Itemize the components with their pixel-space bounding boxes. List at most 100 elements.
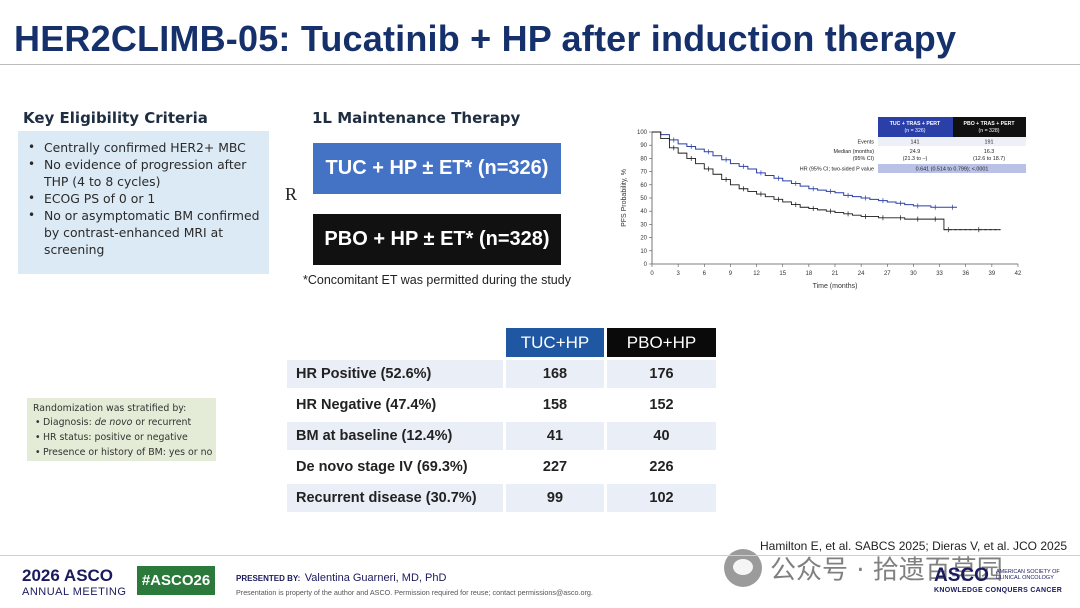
meeting-logo-sub: ANNUAL MEETING (22, 586, 127, 598)
km-y-label: PFS Probability, % (621, 169, 628, 227)
meeting-logo: 2026 ASCO ANNUAL MEETING (22, 566, 126, 598)
stratification-item-suffix: or recurrent (132, 417, 192, 428)
km-x-tick-label: 12 (753, 271, 760, 277)
stratification-item: HR status: positive or negative (35, 430, 216, 445)
stratification-item: Presence or history of BM: yes or no (35, 445, 216, 460)
et-footnote: *Concomitant ET was permitted during the… (303, 273, 571, 287)
stratification-title: Randomization was stratified by: (33, 403, 187, 414)
asco-wordmark: ASCO (934, 565, 989, 586)
km-y-axis: 0 10 20 30 40 50 60 70 80 90 100 PFS Probability, … (621, 130, 653, 268)
row-tuc-value: 158 (506, 391, 604, 419)
row-label: HR Positive (52.6%) (287, 360, 503, 388)
km-y-tick-label: 40 (640, 209, 647, 215)
km-y-tick-label: 70 (640, 170, 647, 176)
header-pbo-hp: PBO+HP (607, 328, 716, 357)
stratification-item: Diagnosis: de novo or recurrent (35, 415, 216, 430)
arm-tuc-box: TUC + HP ± ET* (n=326) (313, 143, 561, 194)
km-x-axis: 0 3 6 9 12 15 18 21 24 27 30 33 36 39 42 Time (months) (650, 263, 1022, 290)
eligibility-heading: Key Eligibility Criteria (18, 103, 269, 131)
slide-title: HER2CLIMB-05: Tucatinib + HP after induc… (14, 18, 957, 59)
randomization-symbol: R (285, 184, 298, 204)
km-x-tick-label: 39 (989, 271, 996, 277)
title-divider (0, 64, 1080, 65)
km-stat-label: Events (858, 140, 875, 146)
km-x-tick-label: 42 (1015, 271, 1022, 277)
asco-tagline: KNOWLEDGE CONQUERS CANCER (934, 587, 1063, 594)
km-y-tick-label: 20 (640, 236, 647, 242)
maintenance-heading: 1L Maintenance Therapy (312, 109, 521, 127)
row-pbo-value: 176 (607, 360, 716, 388)
km-stats-table: TUC + TRAS + PERT (n = 326) PBO + TRAS +… (800, 117, 1026, 173)
asco-society-name: AMERICAN SOCIETY OF CLINICAL ONCOLOGY (996, 569, 1060, 581)
meeting-logo-year: 2026 ASCO (22, 566, 114, 585)
km-y-tick-label: 0 (644, 262, 648, 268)
km-stat-tuc: (21.3 to –) (903, 156, 928, 162)
km-x-tick-label: 15 (779, 271, 786, 277)
km-curves (652, 131, 1001, 233)
row-pbo-value: 226 (607, 453, 716, 481)
km-stat-pbo: (12.6 to 18.7) (973, 156, 1005, 162)
table-row: De novo stage IV (69.3%) 227 226 (287, 453, 716, 481)
km-y-tick-label: 80 (640, 156, 647, 162)
row-label: BM at baseline (12.4%) (287, 422, 503, 450)
km-y-tick-label: 30 (640, 222, 647, 228)
table-row: HR Positive (52.6%) 168 176 (287, 360, 716, 388)
row-pbo-value: 40 (607, 422, 716, 450)
stratification-item-emphasis: de novo (94, 417, 133, 428)
km-hr-value: 0.641 (0.514 to 0.799); <.0001 (916, 167, 989, 173)
km-x-tick-label: 18 (806, 271, 813, 277)
km-col-pbo: PBO + TRAS + PERT (963, 121, 1015, 127)
header-tuc-hp: TUC+HP (506, 328, 604, 357)
presenter-line: PRESENTED BY: Valentina Guarneri, MD, Ph… (236, 568, 446, 586)
presenter-name: Valentina Guarneri, MD, PhD (304, 572, 447, 584)
row-pbo-value: 102 (607, 484, 716, 512)
eligibility-panel: Key Eligibility Criteria Centrally confi… (18, 103, 269, 274)
row-tuc-value: 99 (506, 484, 604, 512)
km-x-tick-label: 9 (729, 271, 733, 277)
watermark-text: 公众号 · 拾遗百草园 (770, 555, 1003, 586)
row-tuc-value: 41 (506, 422, 604, 450)
eligibility-item: ECOG PS of 0 or 1 (24, 190, 261, 207)
km-col-tuc: TUC + TRAS + PERT (890, 121, 941, 127)
km-x-tick-label: 6 (703, 271, 707, 277)
km-x-tick-label: 30 (910, 271, 917, 277)
row-label: Recurrent disease (30.7%) (287, 484, 503, 512)
km-x-tick-label: 21 (832, 271, 839, 277)
watermark: 公众号 · 拾遗百草园 (724, 549, 1003, 587)
km-x-tick-label: 3 (676, 271, 680, 277)
km-x-tick-label: 24 (858, 271, 865, 277)
km-x-tick-label: 0 (650, 271, 654, 277)
eligibility-item: Centrally confirmed HER2+ MBC (24, 139, 261, 156)
footer-divider (0, 555, 1080, 556)
km-stat-pbo: 191 (985, 140, 994, 146)
table-row: HR Negative (47.4%) 158 152 (287, 391, 716, 419)
row-label: De novo stage IV (69.3%) (287, 453, 503, 481)
table-row: BM at baseline (12.4%) 41 40 (287, 422, 716, 450)
km-col-tuc-n: (n = 326) (905, 128, 926, 134)
km-x-label: Time (months) (813, 283, 858, 290)
km-stat-pbo: 16.3 (984, 149, 995, 155)
stratification-item-prefix: Diagnosis: (43, 417, 95, 428)
row-tuc-value: 168 (506, 360, 604, 388)
km-stat-label: (95% CI) (853, 156, 874, 162)
table-row: Recurrent disease (30.7%) 99 102 (287, 484, 716, 512)
presented-by-label: PRESENTED BY: (236, 574, 301, 583)
km-stat-tuc: 141 (911, 140, 920, 146)
km-x-tick-label: 27 (884, 271, 891, 277)
km-y-tick-label: 50 (640, 196, 647, 202)
asco-logo: ASCO AMERICAN SOCIETY OF CLINICAL ONCOLO… (934, 565, 1066, 595)
km-curve-tuc (652, 131, 957, 208)
km-x-tick-label: 33 (936, 271, 943, 277)
km-y-tick-label: 100 (637, 130, 648, 136)
row-tuc-value: 227 (506, 453, 604, 481)
eligibility-box: Centrally confirmed HER2+ MBC No evidenc… (18, 131, 269, 274)
km-stat-label: Median (months) (834, 149, 875, 155)
subgroup-table: TUC+HP PBO+HP HR Positive (52.6%) 168 17… (284, 325, 716, 515)
row-label: HR Negative (47.4%) (287, 391, 503, 419)
eligibility-item: No or asymptomatic BM confirmed by contr… (24, 207, 261, 258)
km-y-tick-label: 10 (640, 249, 647, 255)
km-col-pbo-n: (n = 328) (979, 128, 1000, 134)
hashtag-badge: #ASCO26 (137, 566, 215, 595)
km-curve-pbo (652, 131, 1001, 231)
